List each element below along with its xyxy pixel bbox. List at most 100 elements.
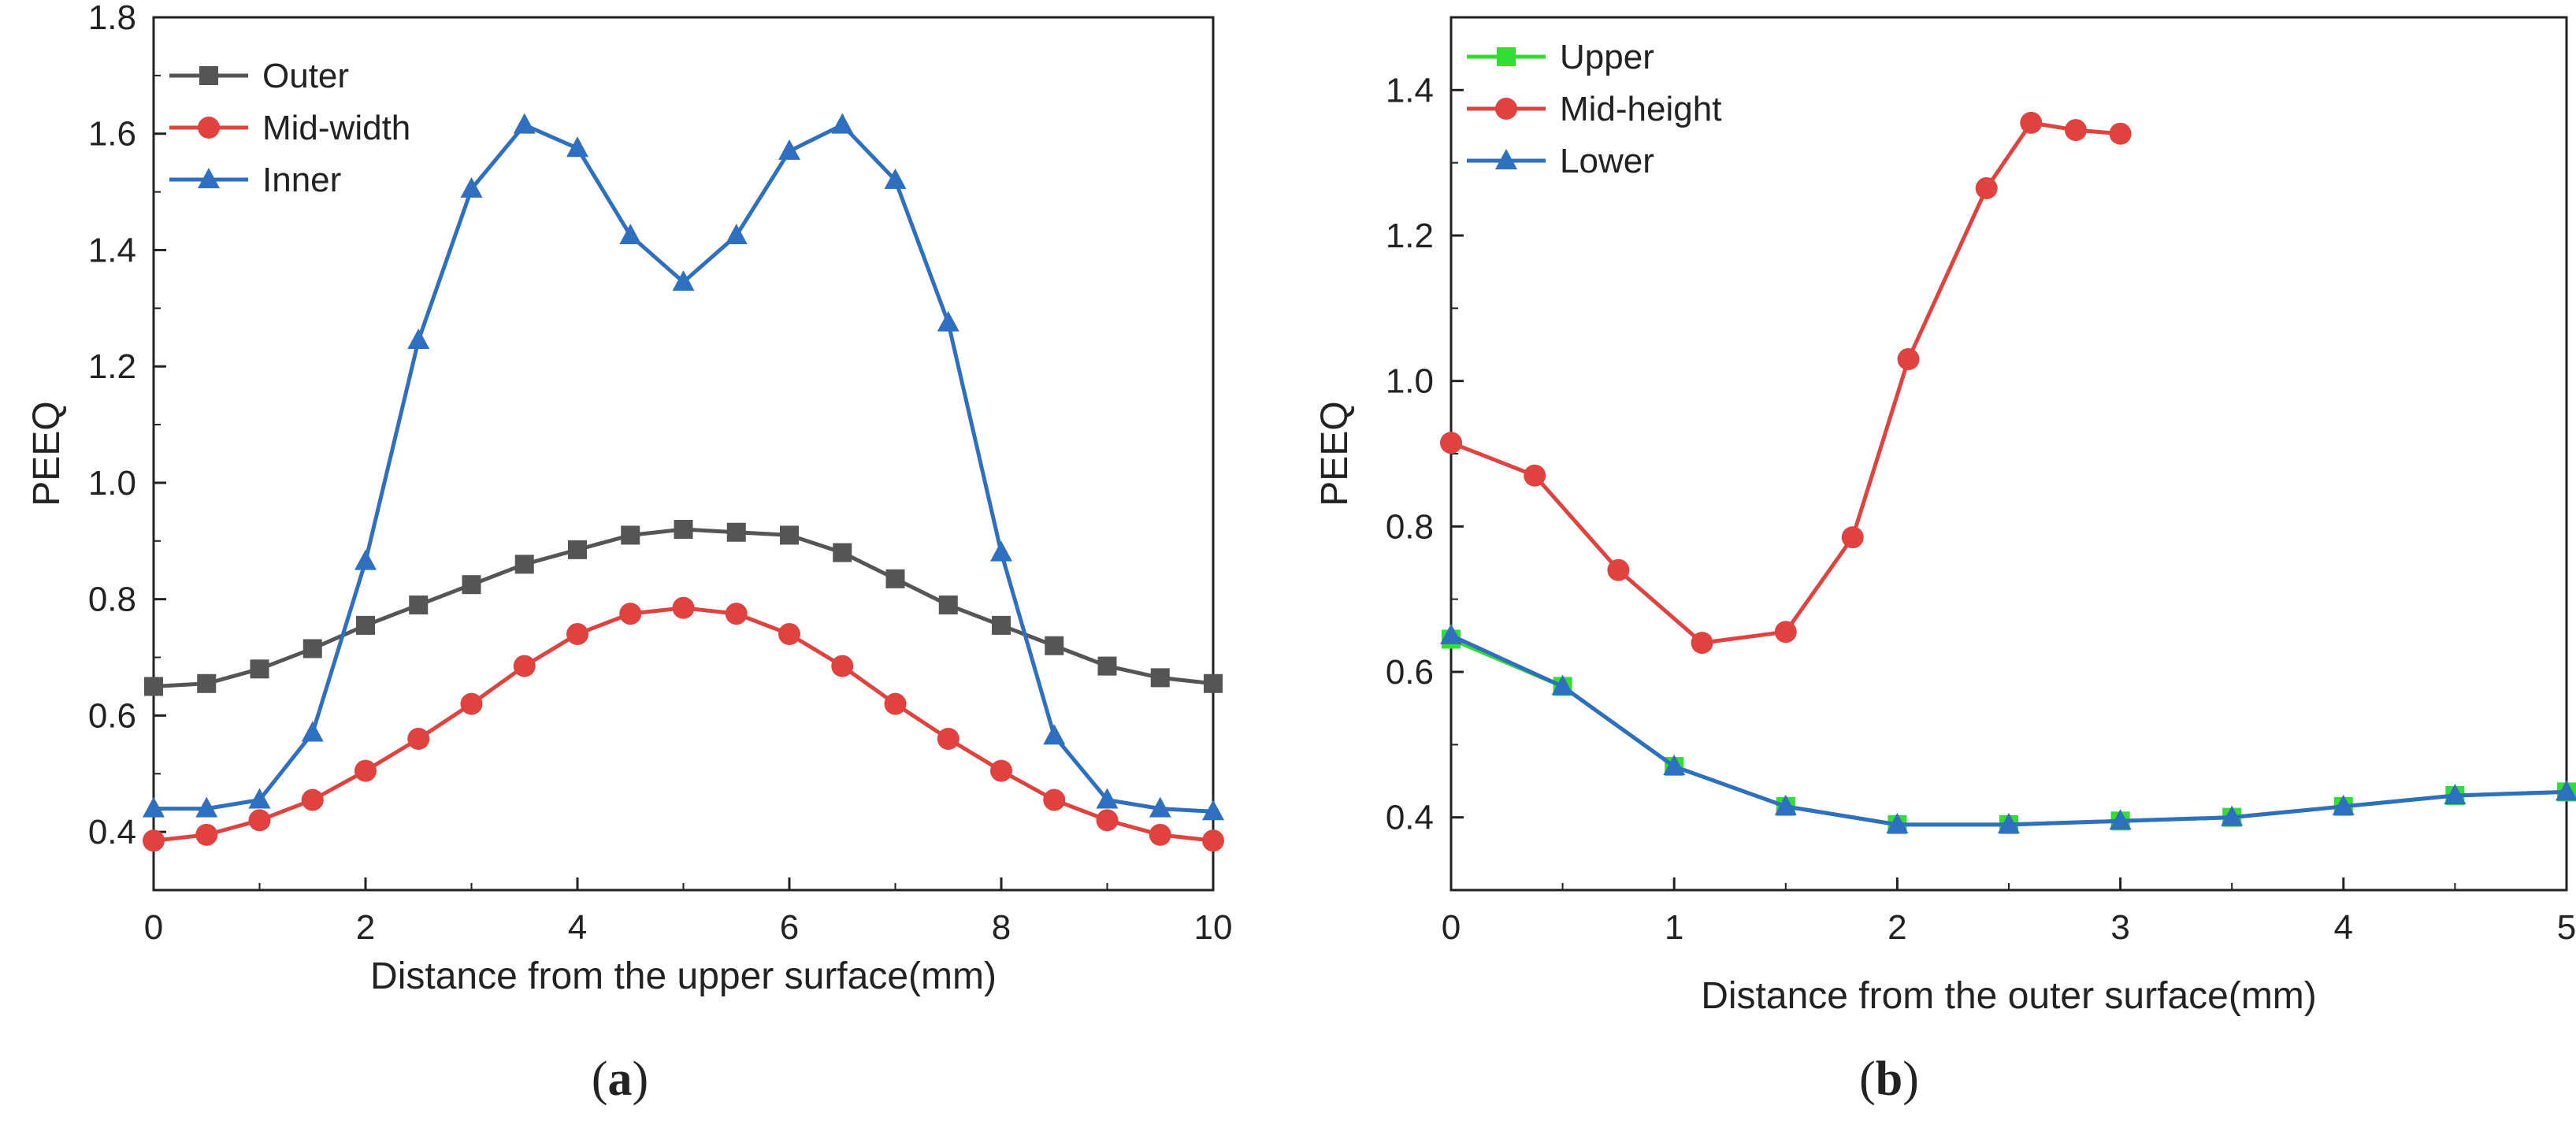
panel-a-point-outer xyxy=(462,575,481,595)
panel-a-point-outer xyxy=(1150,668,1170,688)
panel-a-point-outer xyxy=(409,595,429,615)
panel-a-point-outer xyxy=(992,615,1011,635)
panel-a-point-mid-width xyxy=(354,759,377,782)
panel-a-point-inner xyxy=(831,113,854,134)
panel-a-y-tick-label: 1.4 xyxy=(88,231,136,269)
panel-b-point-mid-height xyxy=(1524,464,1546,487)
panel-b-x-tick-label: 5 xyxy=(2557,908,2576,947)
panel-b-series-line-mid-height xyxy=(1450,121,2121,645)
panel-a-point-outer xyxy=(938,595,958,615)
panel-a-point-outer xyxy=(568,540,587,559)
panel-b-x-tick-label: 2 xyxy=(1887,908,1906,947)
panel-a-point-inner xyxy=(672,270,695,291)
panel-b-y-tick-label: 0.6 xyxy=(1386,653,1434,692)
panel-b-y-tick-label: 1.0 xyxy=(1386,362,1434,401)
panel-b-point-lower xyxy=(1663,755,1686,776)
panel-a-x-axis-title: Distance from the upper surface(mm) xyxy=(370,955,997,997)
panel-a-x-tick-label: 4 xyxy=(568,908,587,947)
panel-a-point-inner xyxy=(1149,796,1171,818)
panel-a-point-inner xyxy=(1202,800,1224,821)
panel-a-point-mid-width xyxy=(1096,809,1119,832)
panel-a-legend-marker-mid-width xyxy=(198,117,220,139)
panel-a-point-outer xyxy=(780,525,799,545)
panel-b-series-line-lower xyxy=(1449,633,2567,827)
panel-b-point-lower xyxy=(1774,794,1797,815)
panel-a-y-tick-label: 0.6 xyxy=(88,696,136,735)
panel-a-point-mid-width xyxy=(513,655,536,677)
panel-a-point-inner xyxy=(990,540,1012,562)
panel-a-point-outer xyxy=(197,673,217,693)
panel-a-point-mid-width xyxy=(937,727,960,750)
panel-a-point-mid-width xyxy=(725,603,748,625)
panel-a-point-outer xyxy=(303,639,322,659)
panel-a-point-outer xyxy=(1045,636,1064,655)
panel-b-point-lower xyxy=(1886,812,1909,833)
panel-b-label: (b) xyxy=(1859,1052,1919,1106)
panel-a-point-inner xyxy=(513,113,536,134)
panel-a-legend-label-outer: Outer xyxy=(262,57,349,95)
panel-a-point-inner xyxy=(1043,724,1066,745)
panel-a-point-outer xyxy=(1097,656,1117,676)
panel-a-point-inner xyxy=(354,549,377,570)
panel-a-label: (a) xyxy=(592,1052,648,1106)
panel-a-point-inner xyxy=(248,788,271,809)
panel-b-point-lower xyxy=(1998,812,2020,833)
panel-b-point-mid-height xyxy=(1841,526,1864,549)
panel-a-series-line-inner xyxy=(154,122,1214,814)
panel-a-point-outer xyxy=(833,543,852,562)
panel-a-y-tick-label: 0.8 xyxy=(88,581,136,619)
panel-b-point-mid-height xyxy=(1975,176,1998,199)
panel-b-legend-marker-mid-height xyxy=(1495,98,1517,120)
panel-a-legend-marker-inner xyxy=(198,168,220,188)
panel-a-point-mid-width xyxy=(1043,788,1066,811)
panel-a-point-inner xyxy=(884,168,907,189)
panel-a-point-mid-width xyxy=(248,809,271,832)
panel-a-point-mid-width xyxy=(143,829,165,852)
panel-a-plot-frame xyxy=(152,16,1215,892)
panel-a-point-outer xyxy=(1204,673,1223,693)
panel-a-point-mid-width xyxy=(1202,829,1224,852)
panel-a-y-tick-label: 1.8 xyxy=(88,0,136,37)
panel-b-point-mid-height xyxy=(2109,122,2132,145)
panel-b-chart: 0 1 2 3 4 5 0.4 0.6 0.8 1.0 1.2 1.4 Distance from th… xyxy=(1314,16,2576,1106)
panel-a-point-outer xyxy=(250,659,269,679)
panel-a-point-outer xyxy=(885,569,905,588)
panel-a-y-tick-label: 1.2 xyxy=(88,347,136,386)
panel-b-point-lower xyxy=(2221,805,2244,826)
panel-b-point-lower xyxy=(1551,674,1574,696)
panel-b-point-lower xyxy=(1440,623,1462,644)
panel-a-point-mid-width xyxy=(301,788,324,811)
panel-b-y-tick-label: 0.8 xyxy=(1386,507,1434,546)
panel-a-point-mid-width xyxy=(1149,823,1171,846)
panel-b-x-tick-label: 3 xyxy=(2110,908,2129,947)
panel-a-point-inner xyxy=(143,796,165,818)
panel-b-legend-marker-lower xyxy=(1495,149,1517,169)
panel-a-point-outer xyxy=(726,522,746,542)
panel-a-point-outer xyxy=(514,555,534,574)
panel-b-y-axis-title: PEEQ xyxy=(1314,401,1356,506)
panel-b-legend-label-upper: Upper xyxy=(1560,38,1654,76)
panel-b-x-tick-label: 1 xyxy=(1665,908,1683,947)
panel-a-point-mid-width xyxy=(990,759,1012,782)
panel-b-x-tick-label: 0 xyxy=(1442,908,1461,947)
panel-a-point-outer xyxy=(674,520,693,540)
panel-a-legend-marker-outer xyxy=(199,66,218,85)
panel-b-legend-label-mid-height: Mid-height xyxy=(1560,90,1721,128)
panel-a-point-inner xyxy=(301,721,324,742)
panel-a-point-mid-width xyxy=(566,622,588,645)
panel-a-y-tick-label: 1.6 xyxy=(88,115,136,154)
panel-a-x-tick-label: 10 xyxy=(1194,908,1233,947)
panel-b-point-mid-height xyxy=(1774,621,1797,644)
panel-b-point-mid-height xyxy=(2020,111,2043,134)
panel-b-point-mid-height xyxy=(1440,432,1462,454)
panel-b-y-tick-label: 1.4 xyxy=(1386,71,1434,109)
panel-b-point-lower xyxy=(2556,780,2576,801)
panel-a-point-mid-width xyxy=(460,692,483,715)
panel-a-point-mid-width xyxy=(619,603,642,625)
panel-b-legend-marker-upper xyxy=(1497,47,1516,66)
panel-b-y-tick-label: 1.2 xyxy=(1386,217,1434,255)
panel-a-point-inner xyxy=(1096,788,1119,809)
panel-a-point-mid-width xyxy=(407,727,430,750)
panel-b-point-lower xyxy=(2109,809,2132,830)
